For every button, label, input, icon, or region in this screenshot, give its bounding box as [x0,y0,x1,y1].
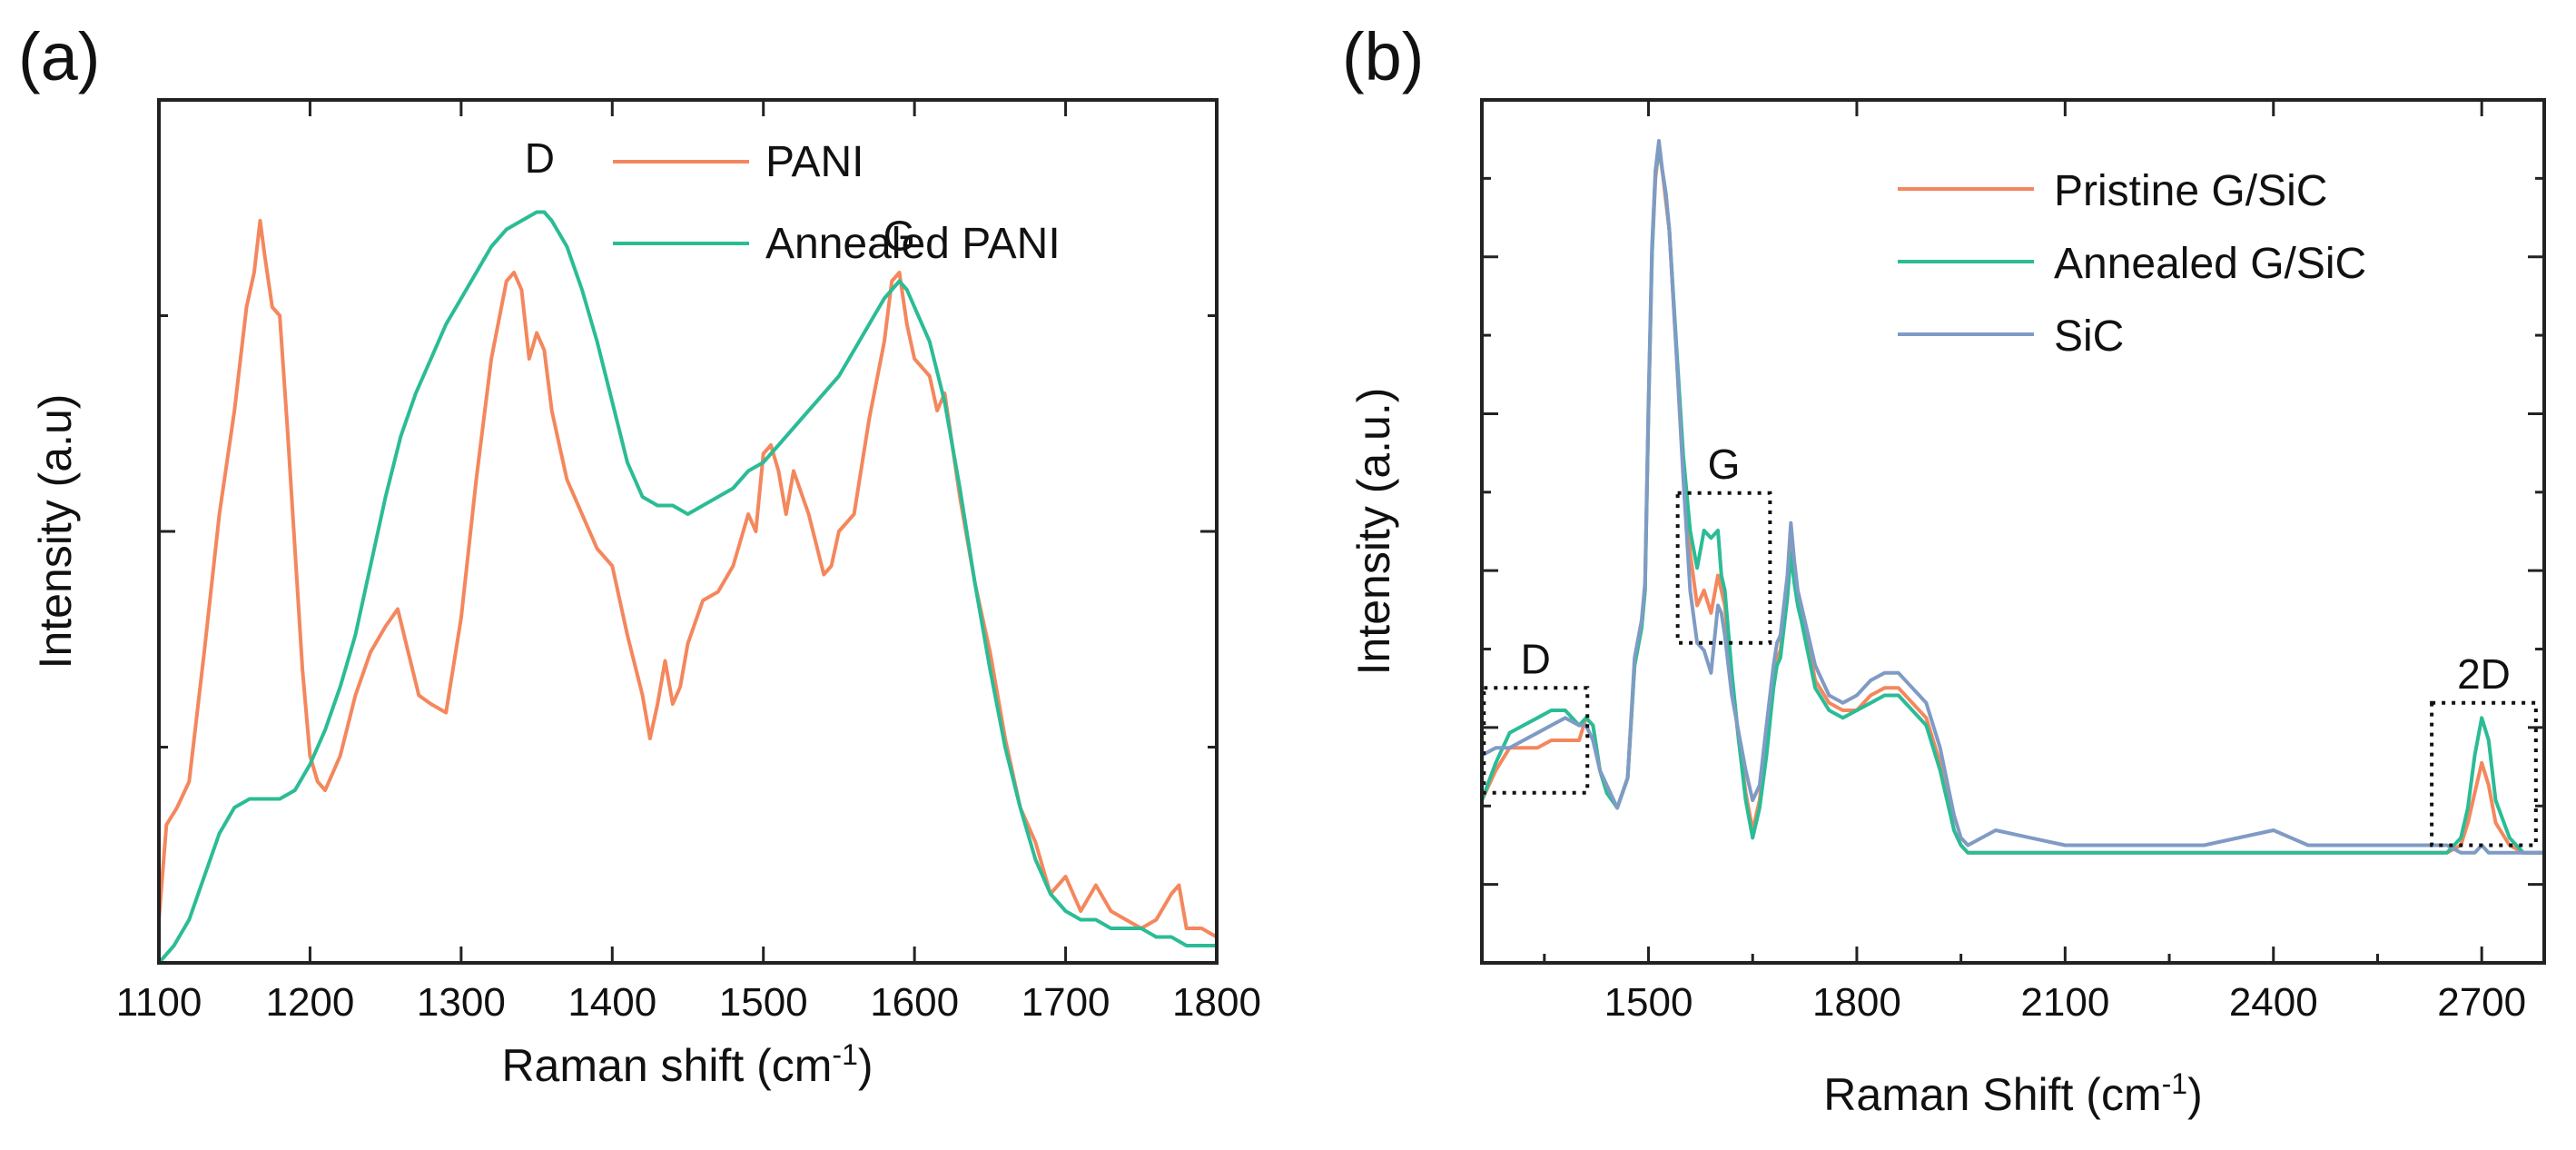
panel-a-x-axis-label-sup: -1 [832,1038,857,1071]
panel-b-y-axis-label: Intensity (a.u.) [1348,388,1399,676]
peak-label-2d: 2D [2457,650,2511,698]
panel-b-frame [1480,98,2546,965]
x-tick-label: 1400 [568,980,656,1025]
x-tick-label: 1600 [870,980,959,1025]
series-line-pani [159,219,1217,939]
x-tick-label: 1800 [1812,980,1901,1025]
series-line-sic [1482,139,2544,855]
x-tick-label: 1300 [417,980,506,1025]
x-tick-label: 2100 [2020,980,2109,1025]
series-line-pristine-g-sic [1482,146,2544,855]
panel-a-peak-labels: DG [525,134,916,260]
peak-label-g: G [883,213,916,260]
panel-b-legend: Pristine G/SiC Annealed G/SiC SiC [1898,167,2366,361]
x-tick-label: 2400 [2229,980,2318,1025]
peak-box-2d [2430,700,2538,848]
panel-a-x-axis-label: Raman shift (cm-1) [501,1038,873,1091]
x-tick-label: 2700 [2437,980,2526,1025]
x-tick-label: 1700 [1022,980,1110,1025]
x-tick-label: 1800 [1172,980,1261,1025]
panel-b-label: (b) [1342,19,1424,94]
x-tick-label: 1200 [265,980,354,1025]
peak-label-d: D [525,134,555,182]
panel-a-label: (a) [18,19,100,94]
series-line-annealed-g-sic [1482,146,2544,855]
panel-b-x-axis-label-close: ) [2187,1069,2203,1120]
panel-a-legend: PANI Annealed PANI [613,138,1061,268]
legend-label-annealed-pani: Annealed PANI [765,220,1061,268]
series-line-annealed-pani [159,210,1217,963]
peak-label-d: D [1521,635,1551,682]
peak-label-g: G [1708,441,1741,488]
legend-label-pani: PANI [765,138,864,186]
panel-b-x-ticks: 1500 1800 2100 2400 2700 [1543,100,2526,1025]
panel-a: (a) 1100 1200 1300 1400 1500 1600 1700 1800 Ram… [18,19,1261,1091]
panel-b-x-axis-label-sup: -1 [2162,1067,2187,1100]
panel-b: (b) D G 2D 1500 1800 2100 2400 2700 Raman Shif… [1342,19,2546,1120]
panel-a-plot-area [159,210,1217,963]
peak-box-d [1482,686,1590,795]
x-tick-label: 1500 [1604,980,1693,1025]
legend-label-pristine-gsic: Pristine G/SiC [2054,167,2327,215]
panel-b-x-axis-label-main: Raman Shift (cm [1823,1069,2161,1120]
panel-b-plot-area [1482,139,2544,855]
x-tick-label: 1500 [719,980,808,1025]
panel-a-y-ticks [159,98,1217,965]
panel-b-y-ticks [1482,98,2544,965]
panel-b-peak-boxes: D G 2D [1482,441,2538,848]
panel-a-x-axis-label-main: Raman shift (cm [501,1040,832,1091]
panel-a-y-axis-label: Intensity (a.u) [30,394,81,669]
panel-a-x-axis-label-close: ) [858,1040,873,1091]
panel-a-x-ticks: 1100 1200 1300 1400 1500 1600 1700 1800 [116,100,1261,1025]
legend-label-annealed-gsic: Annealed G/SiC [2054,240,2366,288]
x-tick-label: 1100 [116,980,202,1025]
panel-b-x-axis-label: Raman Shift (cm-1) [1823,1067,2202,1120]
legend-label-sic: SiC [2054,312,2124,361]
